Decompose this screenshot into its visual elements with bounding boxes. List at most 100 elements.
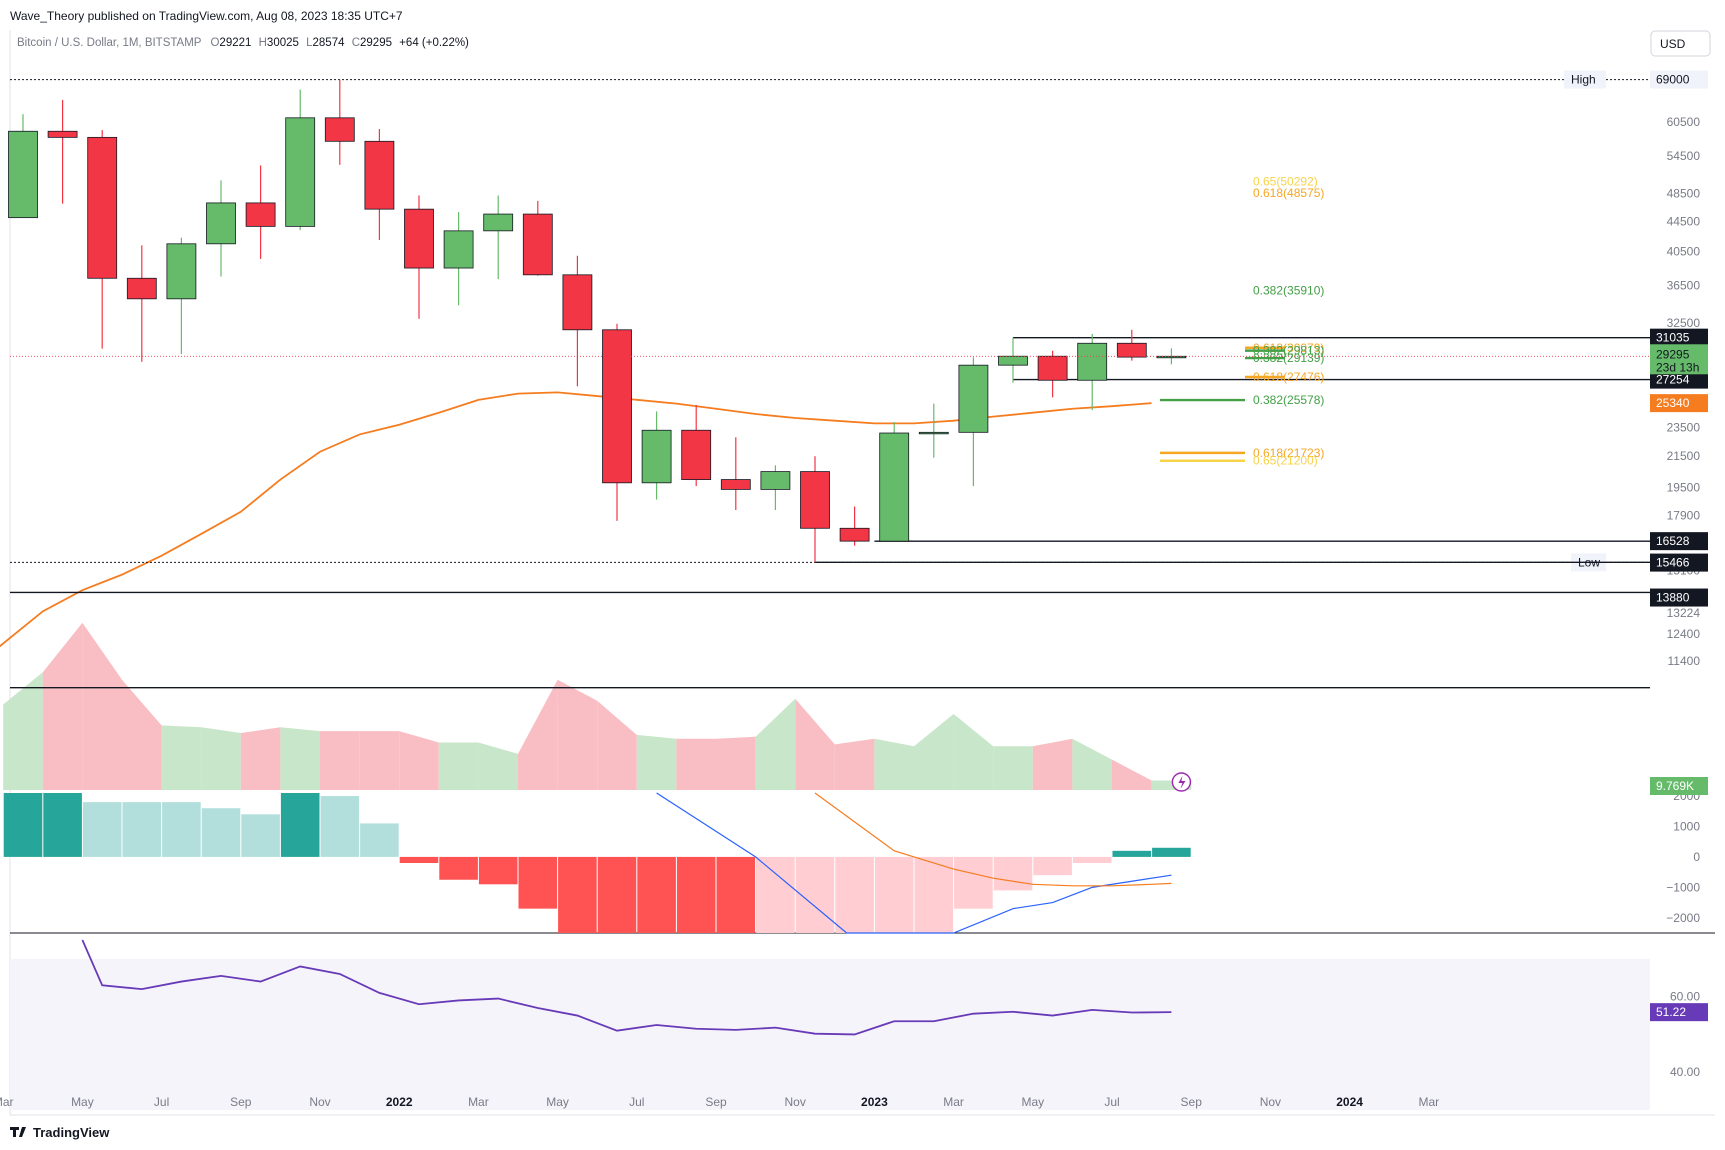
level-price-tag-text: 31035 bbox=[1656, 331, 1690, 345]
candle-body bbox=[364, 140, 395, 210]
macd-histogram-bar bbox=[993, 856, 1033, 891]
candle bbox=[522, 200, 553, 276]
volume-bar bbox=[953, 714, 994, 790]
macd-histogram-bar bbox=[162, 802, 201, 857]
level-price-tag bbox=[1650, 328, 1708, 347]
volume-bar bbox=[359, 731, 400, 790]
candle-body bbox=[760, 471, 791, 490]
macd-histogram-bar bbox=[478, 856, 518, 885]
time-axis-tick: Mar bbox=[943, 1095, 964, 1109]
low-value: 28574 bbox=[313, 37, 346, 49]
price-axis-tick: 11400 bbox=[1668, 654, 1701, 668]
macd-histogram-bar bbox=[439, 856, 478, 880]
volume-bar bbox=[201, 727, 241, 790]
candle bbox=[285, 89, 316, 231]
fib-label: 0.382(25578) bbox=[1253, 393, 1324, 407]
tradingview-logo[interactable]: TradingView bbox=[10, 1125, 110, 1140]
candle-body bbox=[285, 117, 316, 227]
candle bbox=[918, 403, 949, 458]
volume-bar bbox=[874, 738, 914, 790]
macd-histogram-bar bbox=[360, 823, 399, 857]
macd-histogram-bar bbox=[874, 856, 914, 933]
candle-body bbox=[998, 355, 1028, 366]
macd-histogram-bar bbox=[122, 802, 162, 857]
rsi-axis-tick: 40.00 bbox=[1670, 1065, 1700, 1079]
candle-body bbox=[641, 429, 672, 484]
rsi-tag bbox=[1650, 1003, 1708, 1022]
price-axis-tick: 21500 bbox=[1667, 449, 1701, 463]
candle-body bbox=[720, 479, 751, 490]
price-axis-tick: 17900 bbox=[1667, 508, 1701, 522]
candle-body bbox=[1037, 355, 1068, 381]
candle bbox=[206, 180, 236, 277]
macd-signal-line bbox=[814, 792, 1172, 887]
volume-bar bbox=[1032, 738, 1073, 790]
candle bbox=[47, 99, 78, 204]
candle-body bbox=[483, 213, 514, 232]
volume-bar bbox=[1112, 759, 1152, 790]
candle bbox=[800, 456, 830, 563]
candle-body bbox=[839, 527, 870, 542]
volume-bar bbox=[636, 734, 677, 790]
macd-histogram-bar bbox=[518, 856, 558, 909]
macd-axis-tick: −1000 bbox=[1666, 880, 1700, 894]
volume-bar bbox=[834, 738, 875, 790]
fib-label: 0.618(48575) bbox=[1253, 186, 1324, 200]
price-tag-text: 15466 bbox=[1656, 556, 1690, 570]
low-label: L bbox=[306, 37, 313, 49]
fib-label: 0.65(21200) bbox=[1253, 454, 1318, 468]
time-axis-tick: 2024 bbox=[1336, 1095, 1363, 1109]
candle-body bbox=[324, 117, 355, 142]
candle-body bbox=[681, 429, 712, 480]
volume-bar bbox=[676, 738, 716, 790]
volume-bar bbox=[42, 622, 83, 790]
fib-label: 0.618(21723) bbox=[1253, 446, 1324, 460]
candle-body bbox=[1116, 342, 1147, 358]
fib-layer: 0.65(50292)0.618(48575) 0.382(35910) 0.618… bbox=[1160, 175, 1324, 468]
candle bbox=[641, 411, 672, 500]
volume-bar bbox=[597, 700, 637, 790]
price-axis-tick: 32500 bbox=[1667, 316, 1701, 330]
time-axis-tick: Nov bbox=[1260, 1095, 1281, 1109]
candle bbox=[483, 195, 514, 280]
time-axis-tick: May bbox=[71, 1095, 94, 1109]
volume-bar bbox=[399, 731, 439, 790]
time-axis-tick: Sep bbox=[230, 1095, 252, 1109]
candle bbox=[1116, 329, 1147, 361]
volume-tag-text: 9.769K bbox=[1656, 779, 1694, 793]
candle-body bbox=[245, 202, 276, 227]
time-axis-tick: Jul bbox=[1104, 1095, 1119, 1109]
volume-bar bbox=[557, 679, 598, 790]
plot-background bbox=[10, 30, 1650, 1115]
level-price-tag-text: 16528 bbox=[1656, 534, 1690, 548]
symbol-legend: Bitcoin / U.S. Dollar, 1M, BITSTAMP O292… bbox=[17, 37, 469, 49]
candle-body bbox=[47, 130, 78, 138]
tradingview-logo-icon bbox=[10, 1127, 26, 1137]
time-axis-tick: May bbox=[546, 1095, 569, 1109]
currency-button[interactable]: USD bbox=[1650, 30, 1711, 57]
level-price-tag-text: 69000 bbox=[1656, 73, 1690, 87]
volume-bar bbox=[716, 736, 756, 790]
candle bbox=[602, 323, 632, 521]
volume-bar bbox=[280, 727, 320, 790]
last-price-tag-text: 29295 bbox=[1656, 347, 1690, 361]
candle bbox=[245, 165, 276, 259]
macd-histogram-bar bbox=[320, 796, 360, 857]
volume-bar bbox=[3, 672, 43, 790]
candle bbox=[958, 357, 989, 487]
currency-button-label: USD bbox=[1660, 37, 1686, 51]
macd-panel bbox=[3, 792, 1191, 934]
candle-body bbox=[958, 364, 989, 433]
candle-body bbox=[87, 136, 118, 279]
volume-bar bbox=[320, 731, 360, 790]
volume-bar bbox=[755, 698, 796, 790]
time-axis-tick: May bbox=[1021, 1095, 1044, 1109]
macd-histogram-bar bbox=[201, 808, 241, 857]
volume-bar bbox=[122, 679, 162, 790]
level-price-tag bbox=[1650, 70, 1708, 89]
level-label-bg bbox=[1564, 70, 1606, 89]
lightning-icon-glyph bbox=[1178, 776, 1186, 789]
time-axis-tick: Sep bbox=[705, 1095, 727, 1109]
published-text: Wave_Theory published on TradingView.com… bbox=[10, 9, 403, 23]
